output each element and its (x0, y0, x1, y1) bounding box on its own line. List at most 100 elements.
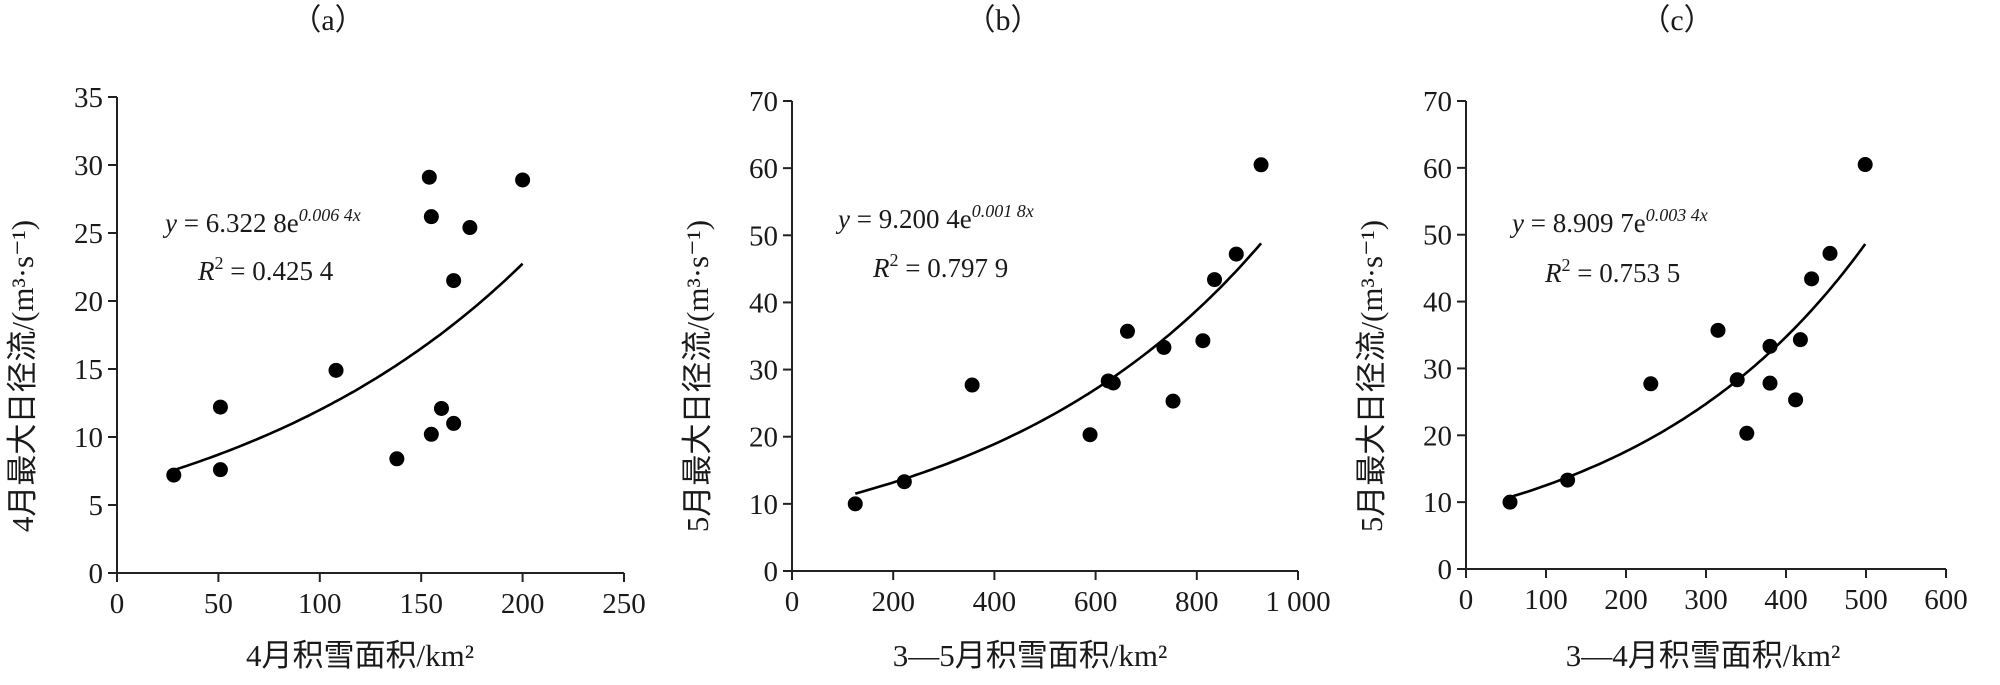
data-point (421, 169, 437, 185)
panel-c-points (1502, 157, 1873, 510)
x-tick-label: 500 (1844, 584, 1888, 616)
x-tick-label: 200 (871, 586, 915, 618)
data-point (1792, 332, 1808, 348)
data-point (389, 451, 405, 467)
panel-b-fit-curve (854, 242, 1263, 495)
panel-a-ylabel: 4月最大日径流/(m³·s⁻¹) (5, 220, 40, 532)
panel-c-r2-value: = 0.753 5 (1571, 258, 1681, 288)
data-point (1762, 338, 1778, 354)
x-tick-label: 150 (399, 588, 443, 620)
x-tick-label: 300 (1684, 584, 1728, 616)
x-tick-label: 600 (1924, 584, 1968, 616)
data-point (515, 172, 531, 188)
data-point (328, 362, 344, 378)
y-tick-label: 15 (74, 354, 103, 386)
panel-c-eq-main: = 8.909 7e (1524, 208, 1646, 238)
data-point (1253, 157, 1269, 173)
panel-a-fit-curve (173, 262, 524, 472)
data-point (1082, 427, 1098, 443)
data-point (1729, 372, 1745, 388)
panel-c-eq-exponent: 0.003 4x (1646, 205, 1708, 225)
data-point (1643, 376, 1659, 392)
panel-b-eq-exponent: 0.001 8x (972, 201, 1034, 221)
y-tick-label: 30 (74, 150, 103, 182)
x-tick-label: 0 (1459, 584, 1474, 616)
x-tick-label: 50 (204, 588, 233, 620)
panel-a-eq-main: = 6.322 8e (177, 208, 299, 238)
panel-b-equation: y = 9.200 4e0.001 8x (835, 201, 1034, 234)
y-tick-label: 20 (1423, 420, 1452, 452)
x-tick-label: 0 (785, 586, 800, 618)
panel-b-points (847, 157, 1269, 512)
x-tick-label: 200 (1604, 584, 1648, 616)
data-point (212, 462, 228, 478)
data-point (1105, 375, 1121, 391)
data-point (1788, 392, 1804, 408)
panel-c-eq-y: y (1509, 208, 1524, 238)
y-tick-label: 10 (74, 422, 103, 454)
panel-c-axes (1465, 101, 1946, 570)
panel-a-r2-value: = 0.425 4 (224, 256, 334, 286)
panel-b-label: （b） (966, 4, 1041, 37)
data-point (1502, 494, 1518, 510)
panel-b-ylabel: 5月最大日径流/(m³·s⁻¹) (680, 220, 715, 532)
y-tick-label: 25 (74, 218, 103, 250)
y-tick-label: 40 (1423, 287, 1452, 319)
data-point (1739, 425, 1755, 441)
data-point (1710, 322, 1726, 338)
data-point (423, 209, 439, 225)
panel-a-axes (116, 97, 624, 574)
panel-c-r2: R2 = 0.753 5 (1544, 255, 1680, 288)
panel-b: （b） 0 10 20 30 40 50 60 70 0 200 400 600 800 1 000 y … (680, 4, 1331, 673)
y-tick-label: 70 (1423, 86, 1452, 118)
panel-a-ticks: 0 5 10 15 20 25 30 35 0 50 100 150 200 250 (74, 82, 646, 620)
panel-b-r2: R2 = 0.797 9 (872, 250, 1008, 283)
y-tick-label: 30 (1423, 353, 1452, 385)
x-tick-label: 100 (1524, 584, 1568, 616)
data-point (462, 220, 478, 236)
data-point (1195, 333, 1211, 349)
y-tick-label: 70 (749, 86, 778, 118)
x-tick-label: 200 (501, 588, 545, 620)
data-point (423, 426, 439, 442)
y-tick-label: 0 (89, 558, 104, 590)
panel-a-xlabel: 4月积雪面积/km² (246, 638, 474, 673)
panel-c: （c） 0 10 20 30 40 50 60 70 0 100 200 300 400 500 600 y… (1354, 4, 1968, 673)
data-point (1560, 472, 1576, 488)
y-tick-label: 5 (89, 490, 104, 522)
data-point (1165, 393, 1181, 409)
panel-a-points (166, 169, 531, 483)
panel-a-r2: R2 = 0.425 4 (197, 253, 334, 286)
y-tick-label: 35 (74, 82, 103, 114)
x-tick-label: 250 (602, 588, 646, 620)
panel-b-eq-y: y (835, 204, 850, 234)
x-tick-label: 100 (298, 588, 342, 620)
panel-c-r2-sup: 2 (1562, 255, 1571, 275)
data-point (212, 399, 228, 415)
panel-b-r2-r: R (872, 253, 890, 283)
y-tick-label: 60 (1423, 153, 1452, 185)
data-point (1207, 272, 1223, 288)
panel-b-r2-sup: 2 (890, 250, 899, 270)
panel-c-ticks: 0 10 20 30 40 50 60 70 0 100 200 300 400 500 600 (1423, 86, 1968, 616)
panel-a-r2-sup: 2 (215, 253, 224, 273)
data-point (1228, 246, 1244, 262)
y-tick-label: 0 (764, 556, 779, 588)
panel-c-r2-r: R (1544, 258, 1562, 288)
x-tick-label: 400 (973, 586, 1017, 618)
x-tick-label: 1 000 (1265, 586, 1330, 618)
panel-b-axes (791, 101, 1298, 572)
y-tick-label: 0 (1438, 554, 1453, 586)
y-tick-label: 40 (749, 287, 778, 319)
y-tick-label: 20 (749, 422, 778, 454)
y-tick-label: 20 (74, 286, 103, 318)
y-tick-label: 10 (1423, 487, 1452, 519)
panel-a-label: （a） (291, 4, 364, 37)
data-point (1156, 339, 1172, 355)
panel-b-xlabel: 3—5月积雪面积/km² (893, 638, 1168, 673)
panel-a-r2-r: R (197, 256, 215, 286)
x-tick-label: 800 (1175, 586, 1219, 618)
y-tick-label: 10 (749, 489, 778, 521)
data-point (1822, 245, 1838, 261)
